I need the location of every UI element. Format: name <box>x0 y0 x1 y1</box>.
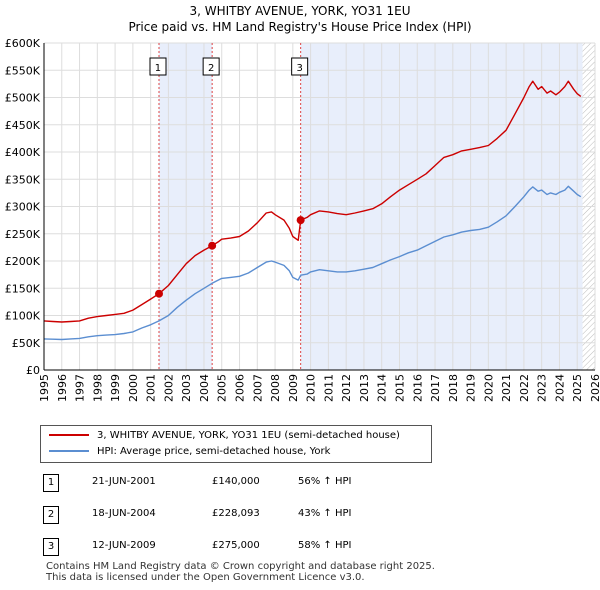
y-tick-label: £550K <box>5 64 41 77</box>
transaction-hpi: 56% ↑ HPI <box>298 476 352 487</box>
annotation-box <box>149 57 167 76</box>
x-tick-label: 2001 <box>145 374 158 402</box>
x-tick-label: 2026 <box>589 374 600 402</box>
y-tick-label: £350K <box>5 173 41 186</box>
y-tick-label: £100K <box>5 310 41 323</box>
transaction-price: £140,000 <box>212 476 260 487</box>
x-tick-label: 2013 <box>358 374 371 402</box>
x-tick-label: 2016 <box>411 374 424 402</box>
y-tick-label: £0 <box>26 364 40 377</box>
legend-label-hpi: HPI: Average price, semi-detached house,… <box>97 446 331 457</box>
annotation-label: 3 <box>296 63 302 74</box>
annotation-box <box>291 57 309 76</box>
x-tick-label: 2023 <box>536 374 549 402</box>
x-tick-label: 2008 <box>269 374 282 402</box>
annotation-label: 1 <box>155 63 161 74</box>
transaction-price: £228,093 <box>212 508 260 519</box>
transaction-date: 21-JUN-2001 <box>92 476 156 487</box>
footer: Contains HM Land Registry data © Crown c… <box>46 561 435 583</box>
legend-swatch-hpi <box>49 450 89 452</box>
transaction-point <box>208 241 217 250</box>
x-tick-label: 1999 <box>109 374 122 402</box>
annotation-label: 2 <box>208 63 214 74</box>
legend-item-property: 3, WHITBY AVENUE, YORK, YO31 1EU (semi-d… <box>49 429 400 443</box>
x-tick-label: 2006 <box>234 374 247 402</box>
transaction-date: 12-JUN-2009 <box>92 540 156 551</box>
x-tick-label: 2012 <box>340 374 353 402</box>
transaction-row: 3 12-JUN-2009 £275,000 58% ↑ HPI <box>40 538 440 558</box>
x-tick-label: 2010 <box>305 374 318 402</box>
x-tick-label: 2004 <box>198 374 211 402</box>
x-tick-label: 2011 <box>322 374 335 402</box>
x-tick-label: 2019 <box>465 374 478 402</box>
transaction-point <box>296 216 305 225</box>
x-tick-label: 2014 <box>376 374 389 402</box>
legend-item-hpi: HPI: Average price, semi-detached house,… <box>49 445 330 459</box>
chart-subtitle: Price paid vs. HM Land Registry's House … <box>128 20 472 34</box>
transaction-number: 3 <box>43 538 59 556</box>
x-tick-label: 2005 <box>216 374 229 402</box>
y-tick-label: £150K <box>5 282 41 295</box>
y-tick-label: £400K <box>5 146 41 159</box>
transaction-hpi: 43% ↑ HPI <box>298 508 352 519</box>
x-tick-label: 1997 <box>74 374 87 402</box>
series-line <box>43 80 582 323</box>
x-tick-label: 2021 <box>500 374 513 402</box>
transaction-hpi: 58% ↑ HPI <box>298 540 352 551</box>
x-tick-label: 2003 <box>180 374 193 402</box>
chart-title: 3, WHITBY AVENUE, YORK, YO31 1EU <box>189 4 411 18</box>
y-tick-label: £50K <box>12 337 41 350</box>
x-tick-label: 2020 <box>482 374 495 402</box>
price-chart: 1 2 3 £0 £50K £100K £150K £200K £250K £300K £350K £… <box>5 37 600 402</box>
x-tick-label: 2007 <box>251 374 264 402</box>
transaction-point <box>154 289 163 298</box>
y-tick-label: £250K <box>5 228 41 241</box>
transaction-number: 1 <box>43 474 59 492</box>
y-tick-label: £600K <box>5 37 41 50</box>
x-tick-label: 2018 <box>447 374 460 402</box>
legend: 3, WHITBY AVENUE, YORK, YO31 1EU (semi-d… <box>40 425 432 463</box>
footer-license: This data is licensed under the Open Gov… <box>46 572 365 583</box>
transaction-row: 1 21-JUN-2001 £140,000 56% ↑ HPI <box>40 474 440 494</box>
x-tick-label: 2022 <box>518 374 531 402</box>
y-tick-label: £200K <box>5 255 41 268</box>
x-tick-label: 1995 <box>38 374 51 402</box>
x-tick-label: 2017 <box>429 374 442 402</box>
transaction-price: £275,000 <box>212 540 260 551</box>
transaction-row: 2 18-JUN-2004 £228,093 43% ↑ HPI <box>40 506 440 526</box>
legend-swatch-property <box>49 434 89 436</box>
series-line <box>43 185 582 341</box>
x-tick-label: 2000 <box>127 374 140 402</box>
x-tick-label: 1998 <box>91 374 104 402</box>
y-tick-label: £450K <box>5 119 41 132</box>
x-tick-label: 1996 <box>56 374 69 402</box>
y-tick-label: £300K <box>5 201 41 214</box>
annotation-box <box>202 57 220 76</box>
x-tick-label: 2009 <box>287 374 300 402</box>
x-tick-label: 2024 <box>553 374 566 402</box>
footer-copyright: Contains HM Land Registry data © Crown c… <box>46 561 435 572</box>
transaction-number: 2 <box>43 506 59 524</box>
x-tick-label: 2015 <box>393 374 406 402</box>
y-tick-label: £500K <box>5 92 41 105</box>
x-tick-label: 2025 <box>571 374 584 402</box>
legend-label-property: 3, WHITBY AVENUE, YORK, YO31 1EU (semi-d… <box>97 430 400 441</box>
transaction-date: 18-JUN-2004 <box>92 508 156 519</box>
x-tick-label: 2002 <box>162 374 175 402</box>
